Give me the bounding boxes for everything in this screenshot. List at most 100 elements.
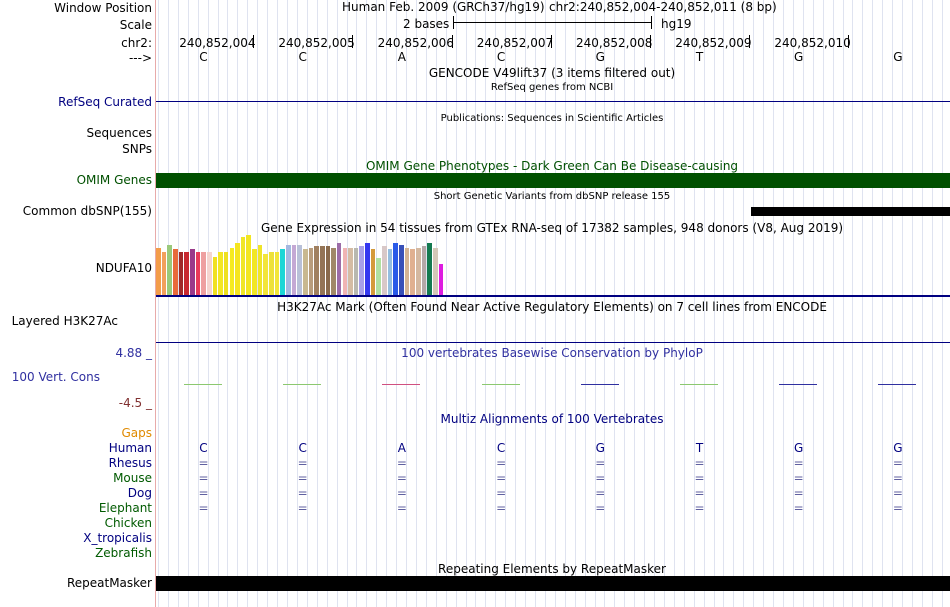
track-label-conservation[interactable]: 100 Vert. Cons [11,370,100,384]
gtex-tissue-bar[interactable] [269,252,274,295]
species-label[interactable]: Chicken [104,516,152,530]
gtex-tissue-bar[interactable] [314,246,319,295]
gtex-track-title[interactable]: Gene Expression in 54 tissues from GTEx … [260,221,844,235]
gridline [654,0,655,607]
ruler-position-label: 240,852,006 [377,36,454,50]
ruler-tick-mark [451,35,453,48]
gtex-tissue-bar[interactable] [156,248,161,295]
repeatmasker-feature[interactable] [156,576,950,591]
track-label-sequences[interactable]: Sequences [86,126,152,140]
gtex-tissue-bar[interactable] [393,243,398,295]
species-label[interactable]: X_tropicalis [83,531,152,545]
repeatmasker-track-title[interactable]: Repeating Elements by RepeatMasker [438,562,666,576]
species-label[interactable]: Mouse [113,471,152,485]
gtex-tissue-bar[interactable] [161,252,167,295]
dbsnp-track-title[interactable]: Short Genetic Variants from dbSNP releas… [433,191,671,202]
h3k27ac-track-title[interactable]: H3K27Ac Mark (Often Found Near Active Re… [277,300,827,314]
gtex-tissue-bar[interactable] [274,252,280,295]
gtex-tissue-bar[interactable] [212,257,218,295]
alignment-base: = [694,486,705,500]
ruler-position-label: 240,852,007 [476,36,554,50]
gtex-tissue-bar[interactable] [223,252,229,295]
gtex-tissue-bar[interactable] [365,243,370,295]
gtex-tissue-bar[interactable] [404,248,410,295]
gencode-track-title[interactable]: GENCODE V49lift37 (3 items filtered out) [428,66,676,80]
gtex-tissue-bar[interactable] [178,252,184,295]
gtex-tissue-bar[interactable] [235,243,240,295]
alignment-base: = [496,456,507,470]
gtex-tissue-bar[interactable] [302,249,308,295]
track-image-area[interactable]: Human Feb. 2009 (GRCh37/hg19) chr2:240,8… [156,0,950,607]
phylop-track-title[interactable]: 100 vertebrates Basewise Conservation by… [401,346,703,360]
dbsnp-variant-feature[interactable] [751,207,950,216]
gtex-tissue-bar[interactable] [421,246,427,295]
gtex-tissue-bar[interactable] [399,245,404,295]
gtex-tissue-bar[interactable] [218,252,223,295]
gtex-tissue-bar[interactable] [184,252,189,295]
track-label-dbsnp[interactable]: Common dbSNP(155) [22,204,152,218]
gtex-tissue-bar[interactable] [308,248,314,295]
gridline [902,0,903,607]
gtex-tissue-bar[interactable] [195,252,201,295]
gtex-tissue-bar[interactable] [229,248,235,295]
track-label-repeatmasker[interactable]: RepeatMasker [66,576,152,590]
ruler-tick-mark [848,35,850,48]
alignment-base: = [396,456,407,470]
gtex-tissue-bar[interactable] [359,246,365,295]
gtex-tissue-bar[interactable] [348,248,353,295]
track-label-refseq[interactable]: RefSeq Curated [58,95,152,109]
gtex-tissue-bar[interactable] [297,245,302,295]
gtex-tissue-bar[interactable] [432,248,438,295]
multiz-track-title[interactable]: Multiz Alignments of 100 Vertebrates [440,412,664,426]
track-label-snps[interactable]: SNPs [122,142,152,156]
gtex-tissue-bar[interactable] [286,245,291,295]
gtex-tissue-bar[interactable] [336,243,342,295]
gridline [783,0,784,607]
gtex-tissue-bar[interactable] [427,243,432,295]
publications-track-title[interactable]: Publications: Sequences in Scientific Ar… [440,113,664,124]
species-label[interactable]: Human [108,441,152,455]
gtex-tissue-bar[interactable] [376,258,382,295]
species-label[interactable]: Dog [127,486,152,500]
gtex-tissue-bar[interactable] [240,237,246,295]
species-label[interactable]: Elephant [98,501,152,515]
track-label-omim[interactable]: OMIM Genes [76,173,152,187]
alignment-base: G [794,441,804,455]
omim-gene-feature[interactable] [156,173,950,188]
gtex-tissue-bar[interactable] [291,245,297,295]
gridline [376,0,378,607]
gtex-tissue-bar[interactable] [206,252,212,295]
gtex-tissue-bar[interactable] [167,245,172,295]
gtex-tissue-bar[interactable] [257,245,263,295]
gtex-tissue-bar[interactable] [325,246,331,295]
gridline [475,0,477,607]
gtex-tissue-bar[interactable] [438,264,444,295]
gtex-tissue-bar[interactable] [201,252,206,295]
gtex-tissue-bar[interactable] [331,248,336,295]
gtex-tissue-bar[interactable] [280,249,285,295]
gridline [167,0,169,607]
gtex-tissue-bar[interactable] [342,248,348,295]
gtex-tissue-bar[interactable] [263,254,269,295]
omim-track-title[interactable]: OMIM Gene Phenotypes - Dark Green Can Be… [365,159,739,173]
reference-base: A [397,50,406,64]
gtex-tissue-bar[interactable] [370,249,376,295]
species-label[interactable]: Rhesus [108,456,152,470]
gridline [158,0,159,607]
gtex-tissue-bar[interactable] [415,248,421,295]
gtex-tissue-bar[interactable] [252,249,257,295]
gtex-tissue-bar[interactable] [353,248,359,295]
species-label[interactable]: Zebrafish [95,546,152,560]
refseq-track-title[interactable]: RefSeq genes from NCBI [490,82,614,93]
gtex-tissue-bar[interactable] [319,246,325,295]
gtex-tissue-bar[interactable] [387,249,393,295]
gtex-tissue-bar[interactable] [189,249,195,295]
track-label-gaps[interactable]: Gaps [121,426,152,440]
track-label-h3k27ac[interactable]: Layered H3K27Ac [11,314,118,328]
gtex-tissue-bar[interactable] [382,246,387,295]
gtex-tissue-bar[interactable] [246,235,252,295]
track-label-ndufa10[interactable]: NDUFA10 [95,261,152,275]
gtex-tissue-bar[interactable] [173,249,178,295]
gtex-tissue-bar[interactable] [410,249,415,295]
gridline [346,0,348,607]
